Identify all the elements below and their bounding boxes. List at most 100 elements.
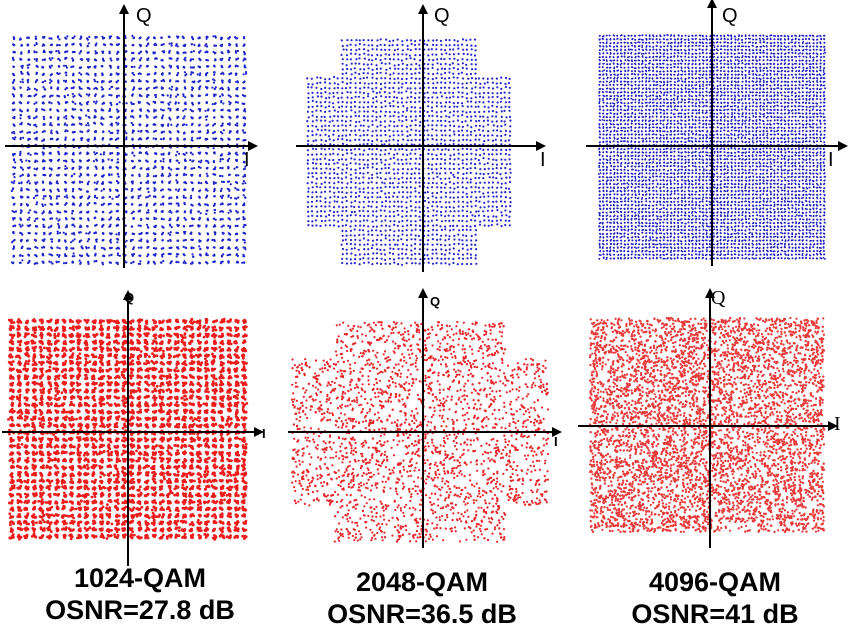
constellation-point	[331, 119, 334, 122]
constellation-point	[410, 77, 413, 80]
constellation-point	[405, 177, 409, 180]
constellation-point	[486, 77, 489, 80]
constellation-point	[324, 119, 327, 122]
constellation-point	[324, 133, 327, 136]
constellation-point	[427, 48, 430, 51]
constellation-point	[109, 216, 113, 219]
constellation-point	[341, 62, 344, 65]
constellation-point	[483, 134, 486, 137]
constellation-point	[426, 186, 429, 189]
constellation-point	[406, 219, 409, 222]
constellation-point	[359, 220, 362, 223]
constellation-point	[469, 81, 472, 84]
constellation-point	[95, 51, 99, 55]
constellation-point	[12, 43, 15, 46]
constellation-point	[56, 86, 60, 89]
constellation-point	[59, 211, 62, 214]
constellation-point	[375, 219, 378, 222]
constellation-point	[341, 142, 345, 145]
constellation-point	[367, 225, 370, 228]
constellation-point	[108, 87, 111, 90]
constellation-point	[430, 134, 433, 137]
constellation-point	[432, 200, 435, 203]
constellation-point	[160, 153, 163, 156]
constellation-point	[466, 92, 469, 95]
constellation-point	[58, 247, 61, 250]
constellation-point	[49, 73, 53, 77]
constellation-point	[29, 153, 32, 156]
constellation-point	[475, 262, 478, 265]
constellation-point	[198, 74, 201, 77]
constellation-point	[491, 95, 494, 99]
constellation-point	[462, 205, 465, 208]
constellation-point	[168, 130, 171, 133]
constellation-point	[367, 253, 370, 256]
constellation-point	[146, 217, 149, 220]
constellation-point	[440, 190, 443, 193]
constellation-point	[349, 78, 352, 81]
constellation-point	[177, 101, 180, 104]
constellation-point	[41, 203, 44, 206]
constellation-point	[206, 232, 209, 235]
constellation-point	[50, 37, 53, 40]
constellation-point	[28, 216, 31, 219]
constellation-point	[435, 105, 438, 108]
constellation-point	[340, 243, 343, 246]
constellation-point	[100, 246, 104, 249]
constellation-point	[396, 195, 399, 198]
constellation-point	[29, 224, 32, 227]
constellation-point	[235, 197, 238, 200]
constellation-point	[57, 72, 60, 76]
constellation-point	[243, 124, 246, 127]
constellation-point	[244, 182, 247, 185]
constellation-point	[483, 163, 486, 166]
constellation-point	[315, 185, 318, 188]
constellation-point	[42, 210, 45, 213]
constellation-point	[79, 102, 82, 105]
constellation-point	[401, 77, 404, 81]
constellation-point	[328, 129, 331, 132]
constellation-point	[34, 37, 38, 41]
constellation-point	[367, 248, 370, 251]
constellation-point	[324, 162, 328, 165]
constellation-point	[109, 131, 112, 135]
constellation-point	[146, 223, 149, 226]
constellation-point	[12, 254, 16, 258]
constellation-point	[337, 166, 340, 169]
constellation-point	[376, 186, 379, 189]
constellation-point	[221, 210, 225, 213]
constellation-point	[130, 262, 133, 265]
constellation-point	[337, 214, 340, 217]
constellation-point	[445, 96, 448, 99]
constellation-point	[406, 224, 409, 227]
constellation-point	[406, 191, 409, 194]
constellation-point	[474, 254, 477, 257]
constellation-point	[64, 173, 67, 176]
constellation-point	[350, 247, 353, 250]
constellation-point	[50, 50, 53, 53]
constellation-point	[332, 139, 335, 142]
constellation-point	[337, 115, 340, 118]
constellation-point	[219, 166, 222, 170]
constellation-point	[26, 239, 29, 242]
constellation-point	[13, 124, 16, 127]
constellation-point	[487, 91, 490, 94]
constellation-point	[328, 92, 331, 95]
constellation-point	[190, 174, 193, 177]
constellation-point	[56, 132, 59, 135]
constellation-point	[228, 50, 231, 53]
constellation-point	[18, 182, 21, 185]
constellation-point	[236, 95, 239, 98]
constellation-point	[367, 153, 370, 156]
constellation-point	[80, 239, 83, 242]
constellation-point	[443, 129, 447, 132]
constellation-point	[35, 232, 38, 235]
constellation-point	[341, 148, 344, 151]
constellation-point	[190, 151, 193, 154]
constellation-point	[398, 148, 401, 151]
constellation-point	[79, 42, 82, 46]
constellation-point	[168, 188, 171, 191]
constellation-point	[109, 165, 112, 168]
constellation-point	[306, 77, 309, 80]
constellation-point	[439, 210, 443, 214]
